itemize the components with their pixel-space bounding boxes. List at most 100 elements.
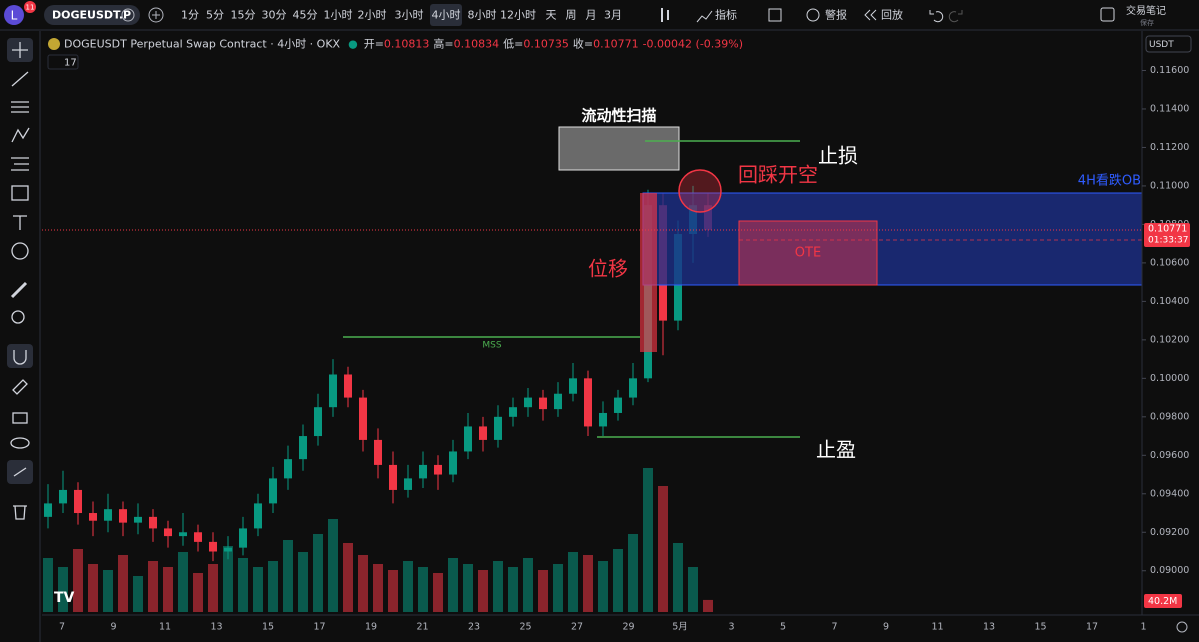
notes-button[interactable]: 交易笔记 (1126, 4, 1166, 17)
symbol: DOGEUSDT.P (52, 9, 131, 22)
interval-button[interactable]: 8小时 (468, 9, 497, 22)
candle-body (59, 489, 67, 504)
candle-body (209, 541, 217, 552)
volume-bar (313, 534, 323, 612)
replay-button[interactable]: 回放 (881, 8, 903, 22)
indicator-toggle[interactable] (47, 54, 79, 70)
interval-button[interactable]: 周 (566, 9, 577, 22)
interval-button[interactable]: 2小时 (358, 9, 387, 22)
candle-body (74, 489, 82, 514)
close-label: 收= (573, 37, 593, 51)
volume-bar (253, 567, 263, 612)
candle-body (509, 407, 517, 417)
notes-checkbox[interactable] (1100, 7, 1115, 22)
candle-body (464, 426, 472, 452)
settings-button[interactable] (1176, 621, 1188, 633)
volume-bar (508, 567, 518, 612)
candle-body (269, 478, 277, 504)
candle-body (104, 509, 112, 521)
trendline-tool[interactable] (11, 71, 29, 87)
interval-button[interactable]: 天 (546, 9, 557, 22)
pullback-label: 回踩开空 (738, 163, 818, 187)
compare-button[interactable] (148, 7, 164, 23)
x-tick-label: 21 (416, 622, 428, 633)
volume-bar (118, 555, 128, 612)
y-tick-label: 0.09800 (1150, 411, 1189, 422)
lock-tool[interactable] (12, 412, 28, 424)
visibility-tool[interactable] (10, 437, 30, 449)
indicator-icon (696, 10, 713, 23)
interval-button[interactable]: 1分 (181, 9, 199, 22)
y-tick-label: 0.10000 (1150, 373, 1189, 384)
stop-loss-label: 止损 (818, 144, 858, 168)
candle-body (614, 397, 622, 413)
interval-button[interactable]: 3小时 (395, 9, 424, 22)
x-tick-label: 13 (210, 622, 222, 633)
volume-bar (703, 599, 713, 612)
symbol-logo (48, 38, 60, 50)
zoom-tool[interactable] (11, 310, 25, 324)
interval-group: 1分 5分 15分 30分 45分 1小时 2小时 3小时 4小时 8小时 12小时天周月 3月 (181, 4, 622, 26)
volume-bar (523, 558, 533, 612)
volume-bar (268, 561, 278, 612)
x-tick-label: 5 (780, 622, 786, 633)
candle-body (254, 503, 262, 529)
volume-bar (298, 552, 308, 612)
symbol-icon (121, 8, 135, 22)
interval-button[interactable]: 30分 (262, 9, 287, 22)
volume-bar (238, 558, 248, 612)
candle-body (434, 464, 442, 475)
save-button[interactable]: 保存 (1140, 18, 1154, 27)
annotations: 流动性扫描 止损 回踩开空 4H看跌OB OTE 位移 MSS 止盈 (343, 107, 1143, 462)
volume-bar (58, 567, 68, 612)
candle-body (629, 378, 637, 398)
pattern-tool[interactable] (11, 127, 30, 143)
interval-active-bg (430, 4, 462, 26)
indicator-count: 17 (64, 58, 77, 69)
text-tool[interactable] (13, 215, 27, 230)
delete-tool[interactable] (13, 505, 27, 520)
candle-body (569, 378, 577, 394)
x-tick-label: 11 (159, 622, 171, 633)
high-label: 高= (433, 37, 453, 51)
avatar[interactable] (4, 5, 24, 25)
chart-type-button[interactable] (661, 8, 669, 22)
layout-button[interactable] (768, 8, 782, 22)
mss-label: MSS (482, 341, 501, 351)
interval-button[interactable]: 4小时 (432, 9, 461, 22)
measure-tool[interactable] (10, 281, 28, 299)
channel-tool[interactable] (11, 101, 29, 113)
shape-tool[interactable] (11, 185, 29, 201)
interval-button[interactable]: 1小时 (324, 9, 353, 22)
interval-button[interactable]: 3月 (604, 9, 622, 22)
undo-button[interactable] (929, 10, 944, 23)
lock-drawing-tool[interactable] (12, 379, 28, 395)
link-tool[interactable] (13, 467, 27, 477)
magnet-tool[interactable] (13, 350, 27, 365)
displacement-label: 位移 (588, 257, 628, 281)
currency-button[interactable] (1145, 35, 1192, 53)
countdown: 01:33:37 (1148, 235, 1188, 245)
fib-tool[interactable] (11, 157, 29, 171)
interval-button[interactable]: 45分 (293, 9, 318, 22)
low-value: 0.10735 (523, 38, 569, 51)
interval-button[interactable]: 月 (586, 9, 597, 22)
interval-button[interactable]: 15分 (231, 9, 256, 22)
interval-button[interactable]: 5分 (206, 9, 224, 22)
alert-button[interactable]: 警报 (825, 8, 847, 22)
symbol-search[interactable] (44, 5, 140, 25)
redo-button[interactable] (948, 10, 963, 23)
emoji-tool[interactable] (11, 242, 29, 260)
liquidity-sweep-label: 流动性扫描 (581, 107, 656, 125)
indicators-button[interactable]: 指标 (715, 8, 737, 22)
candle-body (89, 513, 97, 521)
crosshair-tool[interactable] (12, 42, 28, 58)
volume-badge (1144, 594, 1182, 608)
volume-bar (448, 558, 458, 612)
volume-bar (568, 552, 578, 612)
candle-body (359, 397, 367, 440)
interval-button[interactable]: 12小时 (500, 9, 536, 22)
x-tick-label: 15 (1034, 622, 1046, 633)
ote-zone (738, 220, 878, 286)
volume-bar (193, 573, 203, 612)
